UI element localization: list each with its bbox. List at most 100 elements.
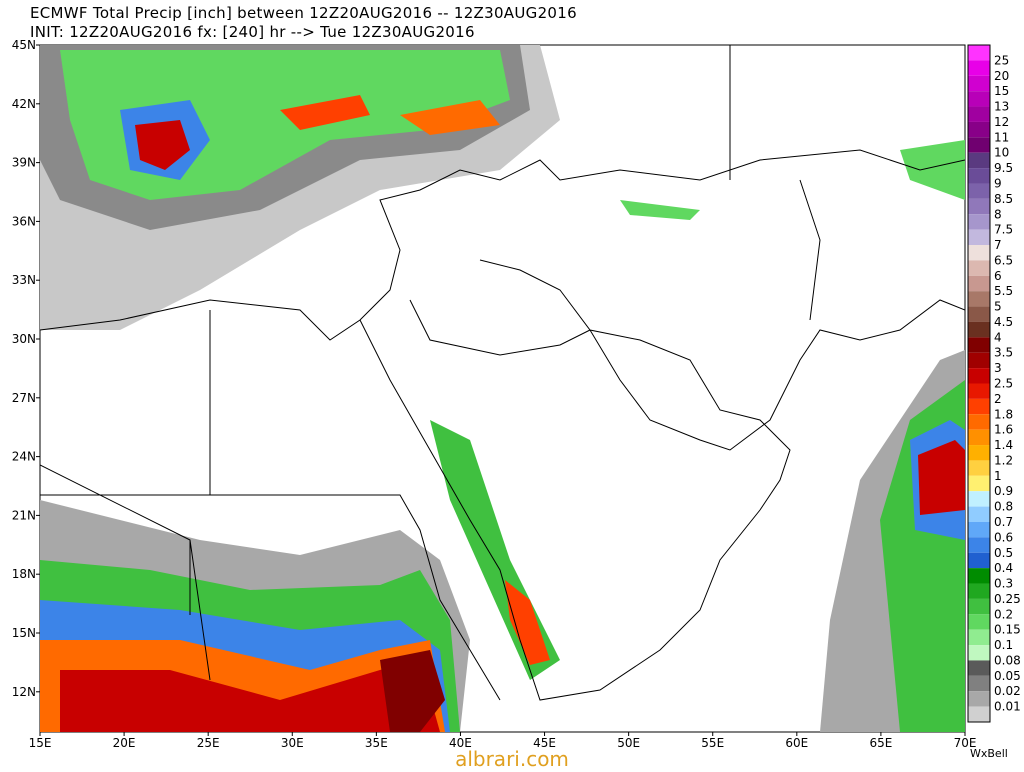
colorbar-swatch	[968, 598, 990, 615]
lat-label: 27N	[12, 391, 36, 405]
colorbar-label: 0.1	[994, 638, 1013, 652]
colorbar-label: 5	[994, 300, 1002, 314]
colorbar-swatch	[968, 275, 990, 292]
colorbar-label: 9.5	[994, 161, 1013, 175]
colorbar-swatch	[968, 152, 990, 169]
brand: WxBell	[970, 747, 1008, 760]
lon-label: 55E	[701, 736, 724, 750]
map-area	[39, 44, 966, 733]
colorbar-swatch	[968, 183, 990, 199]
lon-label: 35E	[365, 736, 388, 750]
colorbar-swatch	[968, 321, 990, 338]
colorbar-label: 1.2	[994, 453, 1013, 467]
lat-label: 21N	[12, 508, 36, 522]
colorbar-swatch	[968, 614, 990, 630]
colorbar-label: 0.3	[994, 577, 1013, 591]
lat-label: 42N	[12, 97, 36, 111]
colorbar-label: 9	[994, 176, 1002, 190]
colorbar-swatch	[968, 306, 990, 322]
colorbar-label: 13	[994, 100, 1009, 114]
colorbar-label: 20	[994, 69, 1009, 83]
colorbar-swatch	[968, 214, 990, 230]
colorbar-label: 1.8	[994, 407, 1013, 421]
colorbar-swatch	[968, 260, 990, 276]
colorbar-swatch	[968, 368, 990, 384]
borders	[40, 45, 965, 701]
colorbar-label: 0.4	[994, 561, 1013, 575]
colorbar-swatch	[968, 383, 990, 399]
colorbar-label: 6	[994, 269, 1002, 283]
colorbar-swatch	[968, 414, 990, 430]
colorbar-label: 4.5	[994, 315, 1013, 329]
lon-label: 70E	[954, 736, 977, 750]
colorbar-label: 8.5	[994, 192, 1013, 206]
lon-label: 65E	[869, 736, 892, 750]
colorbar-swatch	[968, 137, 990, 153]
colorbar-label: 7	[994, 238, 1002, 252]
title-line-2: INIT: 12Z20AUG2016 fx: [240] hr --> Tue …	[30, 23, 475, 41]
colorbar-swatch	[968, 691, 990, 707]
colorbar-label: 0.01	[994, 700, 1021, 714]
colorbar-label: 1.4	[994, 438, 1013, 452]
colorbar-label: 8	[994, 207, 1002, 221]
colorbar-label: 2.5	[994, 377, 1013, 391]
lon-label: 30E	[281, 736, 304, 750]
colorbar-label: 7.5	[994, 223, 1013, 237]
colorbar-label: 0.25	[994, 592, 1021, 606]
colorbar-swatch	[968, 352, 990, 369]
colorbar-swatch	[968, 675, 990, 692]
colorbar-swatch	[968, 60, 990, 76]
colorbar-label: 12	[994, 115, 1009, 129]
watermark: albrari.com	[455, 747, 569, 768]
colorbar-label: 15	[994, 84, 1009, 98]
colorbar-label: 25	[994, 53, 1009, 67]
colorbar-label: 0.2	[994, 607, 1013, 621]
colorbar-swatch	[968, 245, 990, 261]
lon-label: 50E	[617, 736, 640, 750]
lon-label: 20E	[113, 736, 136, 750]
title-line-1: ECMWF Total Precip [inch] between 12Z20A…	[30, 4, 577, 22]
colorbar-label: 2	[994, 392, 1002, 406]
lon-label: 25E	[197, 736, 220, 750]
colorbar-swatch	[968, 460, 990, 476]
colorbar-label: 6.5	[994, 253, 1013, 267]
colorbar-label: 0.05	[994, 669, 1021, 683]
colorbar-swatch	[968, 106, 990, 122]
colorbar-label: 5.5	[994, 284, 1013, 298]
colorbar-swatch	[968, 475, 990, 492]
lon-label: 15E	[29, 736, 52, 750]
colorbar-swatch	[968, 583, 990, 599]
lat-label: 39N	[12, 156, 36, 170]
colorbar-label: 0.5	[994, 546, 1013, 560]
colorbar-swatch	[968, 168, 990, 184]
colorbar-swatch	[968, 552, 990, 569]
colorbar-label: 10	[994, 146, 1009, 160]
colorbar-swatch	[968, 537, 990, 553]
lat-label: 30N	[12, 332, 36, 346]
colorbar-label: 0.9	[994, 484, 1013, 498]
colorbar-label: 0.08	[994, 653, 1021, 667]
colorbar-swatch	[968, 660, 990, 676]
colorbar-swatch	[968, 629, 990, 646]
lat-label: 36N	[12, 214, 36, 228]
colorbar-label: 0.15	[994, 623, 1021, 637]
colorbar-swatch	[968, 198, 990, 215]
lon-label: 40E	[449, 736, 472, 750]
precip-field	[40, 45, 965, 732]
colorbar-label: 3	[994, 361, 1002, 375]
lat-label: 24N	[12, 450, 36, 464]
colorbar-label: 1	[994, 469, 1002, 483]
colorbar-label: 4	[994, 330, 1002, 344]
colorbar-cap	[968, 45, 990, 61]
lat-label: 33N	[12, 273, 36, 287]
colorbar-swatch	[968, 229, 990, 246]
colorbar-swatch	[968, 568, 990, 584]
lon-label: 45E	[533, 736, 556, 750]
colorbar-swatch	[968, 91, 990, 107]
colorbar-label: 0.6	[994, 530, 1013, 544]
colorbar-frame	[967, 44, 991, 723]
colorbar-label: 0.02	[994, 684, 1021, 698]
colorbar-swatch	[968, 398, 990, 415]
